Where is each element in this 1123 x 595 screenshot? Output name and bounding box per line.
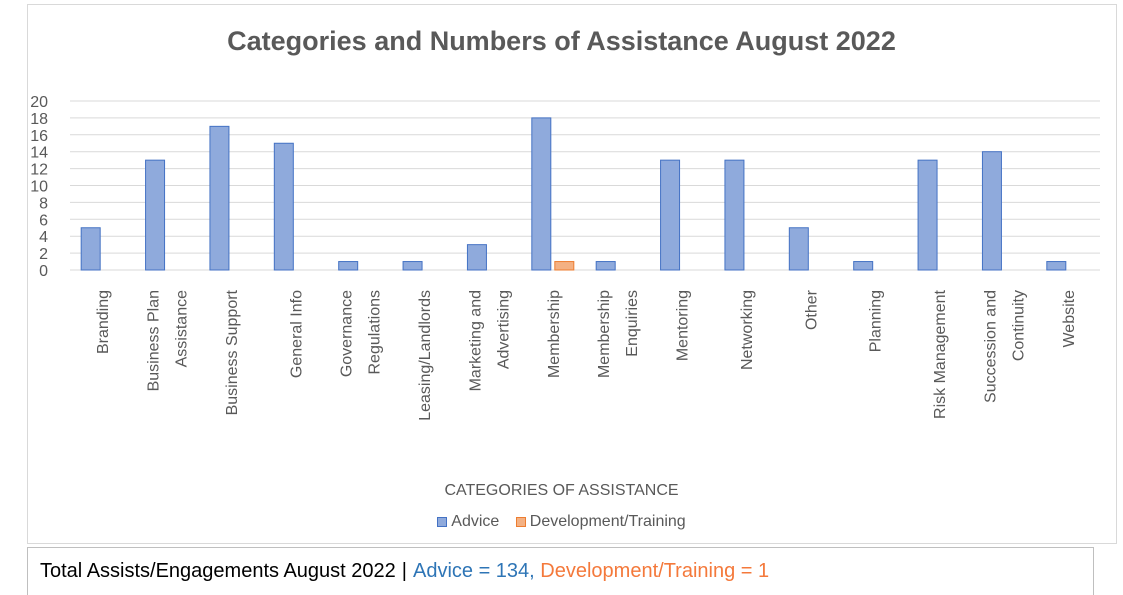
y-tick-label: 2 <box>39 246 48 263</box>
legend-item-advice: Advice <box>437 513 499 531</box>
x-tick-label: Succession and Continuity <box>982 290 1027 403</box>
y-tick-label: 6 <box>39 212 48 229</box>
bar-advice <box>981 151 1002 271</box>
bar-advice <box>209 125 230 271</box>
bar-advice <box>660 159 681 271</box>
bar-advice <box>853 261 874 271</box>
x-axis-title: CATEGORIES OF ASSISTANCE <box>444 482 679 499</box>
summary-label: Total Assists/Engagements August 2022 <box>40 560 396 582</box>
bar-development-training <box>554 261 575 271</box>
legend-label-advice: Advice <box>451 513 500 530</box>
y-tick-label: 8 <box>39 195 48 212</box>
bar-advice <box>917 159 938 271</box>
bar-advice <box>273 142 294 271</box>
x-tick-label: Risk Management <box>932 289 949 419</box>
x-tick-label: Governance Regulations <box>339 290 384 377</box>
y-tick-label: 4 <box>39 229 48 246</box>
y-tick-label: 18 <box>30 111 48 128</box>
bar-advice <box>1046 261 1067 271</box>
y-tick-label: 14 <box>30 145 48 162</box>
x-tick-label: Other <box>803 289 820 330</box>
legend-swatch-advice <box>437 516 448 527</box>
x-tick-label: Mentoring <box>675 290 692 361</box>
summary-separator: | <box>401 560 407 582</box>
y-tick-label: 10 <box>30 179 48 196</box>
x-tick-label: Planning <box>868 290 885 352</box>
legend-item-development-training: Development/Training <box>515 513 686 531</box>
x-tick-label: Website <box>1061 290 1078 348</box>
bar-advice <box>145 159 166 271</box>
x-tick-label: Branding <box>95 290 112 354</box>
bar-advice <box>80 227 101 271</box>
bar-advice <box>402 261 423 271</box>
y-tick-label: 0 <box>39 263 48 280</box>
bar-advice <box>466 244 487 271</box>
bar-advice <box>788 227 809 271</box>
x-tick-label: Membership Enquiries <box>596 290 641 378</box>
y-tick-label: 16 <box>30 128 48 145</box>
x-tick-label: Leasing/Landlords <box>417 290 434 421</box>
y-tick-label: 20 <box>30 94 48 111</box>
chart-title: Categories and Numbers of Assistance Aug… <box>227 26 896 56</box>
legend-swatch-development-training <box>515 516 526 527</box>
chart-frame <box>27 4 1117 544</box>
legend-label-development-training: Development/Training <box>529 513 686 530</box>
legend: Advice Development/Training <box>0 513 1123 531</box>
x-tick-label: Business Plan Assistance <box>146 290 191 391</box>
summary-box: Total Assists/Engagements August 2022 | Ad… <box>27 547 1094 595</box>
bar-advice <box>724 159 745 271</box>
summary-advice-total: Advice = 134, <box>412 560 535 582</box>
x-tick-label: Membership <box>546 290 563 378</box>
bar-advice <box>338 261 359 271</box>
x-tick-label: General Info <box>288 290 305 378</box>
x-tick-label: Marketing and Advertising <box>467 290 512 391</box>
bar-advice <box>595 261 616 271</box>
y-tick-label: 12 <box>30 162 48 179</box>
bar-advice <box>531 117 552 271</box>
x-tick-label: Business Support <box>224 289 241 415</box>
summary-training-total: Development/Training = 1 <box>540 560 770 582</box>
x-tick-label: Networking <box>739 290 756 370</box>
